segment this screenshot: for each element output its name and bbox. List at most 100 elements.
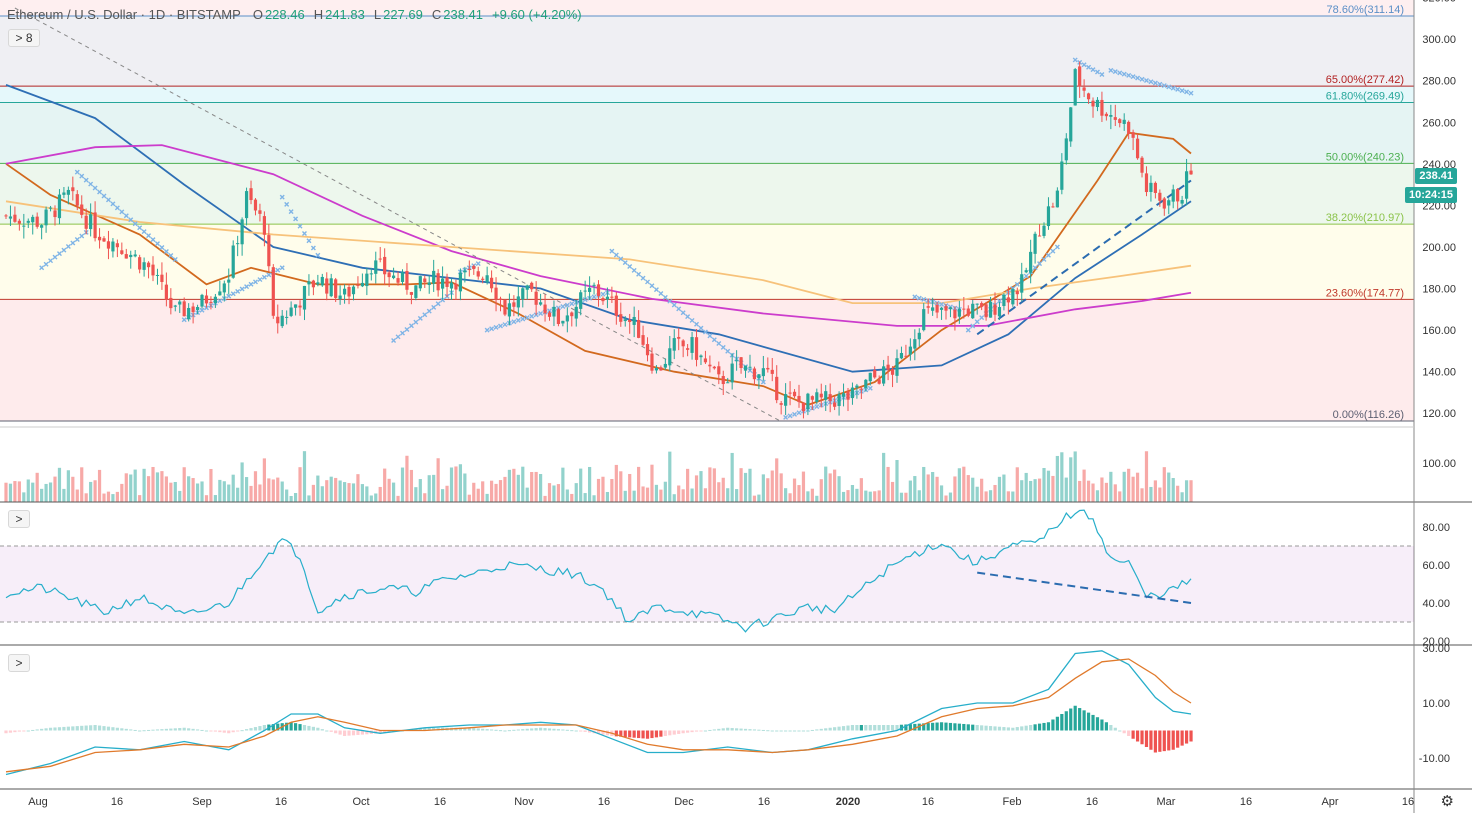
macd-histogram-bar — [931, 722, 935, 731]
macd-histogram-bar — [966, 724, 970, 731]
volume-bar — [316, 475, 320, 502]
candle-body — [694, 337, 699, 360]
sar-dot — [391, 337, 397, 343]
candle-body — [1104, 113, 1108, 117]
candle-body — [708, 364, 712, 367]
sar-dot — [426, 308, 432, 314]
macd-histogram-bar — [712, 729, 716, 731]
candle-body — [1171, 189, 1175, 202]
volume-bar — [356, 474, 360, 502]
macd-histogram-bar — [360, 730, 364, 735]
volume-bar — [1095, 490, 1100, 502]
volume-bar — [761, 474, 765, 502]
candle-body — [1046, 206, 1051, 227]
indicators-toggle-button[interactable]: > 8 — [8, 29, 40, 47]
sar-dot — [97, 189, 103, 195]
volume-bar — [146, 476, 151, 502]
candle-body — [244, 191, 249, 219]
candle-body — [931, 307, 935, 311]
macd-histogram-bar — [552, 728, 556, 731]
candle-body — [904, 355, 908, 357]
candle-body — [1086, 93, 1091, 100]
candle-body — [31, 216, 35, 223]
close-label: C — [431, 7, 442, 22]
sar-dot — [622, 260, 628, 266]
volume-bar — [454, 466, 458, 502]
volume-bar — [267, 478, 271, 502]
volume-bar — [155, 472, 160, 502]
volume-bar — [637, 466, 641, 502]
candle-body — [944, 306, 948, 311]
volume-bar — [784, 488, 788, 502]
volume-bar — [681, 489, 685, 502]
volume-bar — [244, 477, 249, 502]
sar-dot — [1170, 85, 1176, 91]
candle-body — [53, 210, 57, 218]
candle-body — [13, 214, 17, 222]
volume-bar — [320, 486, 324, 502]
candle-body — [1091, 100, 1095, 107]
candle-body — [253, 199, 258, 211]
sar-dot — [640, 275, 646, 281]
candle-body — [748, 366, 752, 368]
candle-body — [369, 273, 373, 275]
candle-body — [632, 316, 636, 325]
volume-bar — [726, 488, 730, 502]
candle-body — [1060, 161, 1064, 190]
sar-dot — [996, 298, 1002, 304]
volume-bar — [1153, 480, 1157, 502]
candle-body — [391, 275, 396, 279]
sar-dot — [168, 252, 174, 258]
candle-body — [561, 320, 565, 324]
price-axis-label: 140.00 — [1422, 367, 1456, 379]
time-axis-label: Mar — [1157, 796, 1176, 808]
sar-dot — [970, 323, 976, 329]
volume-bar — [610, 479, 614, 502]
candle-body — [258, 210, 262, 214]
volume-bar — [868, 491, 872, 502]
macd-histogram-bar — [534, 728, 538, 731]
macd-histogram-bar — [810, 729, 814, 731]
sar-dot — [1090, 67, 1096, 73]
sar-dot — [582, 297, 588, 303]
macd-histogram-bar — [588, 730, 592, 733]
symbol-title[interactable]: Ethereum / U.S. Dollar · 1D · BITSTAMP — [7, 7, 241, 22]
candle-body — [307, 281, 311, 285]
candle-body — [890, 368, 895, 375]
candle-body — [645, 344, 650, 356]
macd-histogram-bar — [561, 729, 565, 731]
macd-histogram-bar — [169, 728, 173, 731]
candle-body — [66, 189, 70, 195]
sar-dot — [417, 315, 423, 321]
candle-body — [801, 402, 806, 412]
volume-bar — [1184, 480, 1189, 502]
candle-body — [124, 254, 128, 259]
volume-bar — [347, 483, 351, 502]
rsi-pane-toggle-button[interactable]: > — [8, 510, 30, 528]
macd-histogram-bar — [476, 728, 480, 731]
candle-body — [409, 292, 414, 295]
volume-bar — [686, 468, 690, 502]
macd-histogram-bar — [503, 730, 507, 732]
sar-dot — [74, 236, 80, 242]
fib-zone — [0, 16, 1414, 87]
macd-pane-toggle-button[interactable]: > — [8, 654, 30, 672]
volume-bar — [8, 483, 13, 502]
macd-histogram-bar — [209, 730, 213, 732]
sar-dot — [1166, 84, 1172, 90]
candle-body — [271, 267, 275, 316]
macd-histogram-bar — [66, 726, 70, 731]
sar-dot — [618, 256, 624, 262]
candle-body — [222, 283, 226, 293]
volume-bar — [766, 478, 770, 502]
macd-histogram-bar — [868, 725, 872, 731]
settings-gear-icon[interactable]: ⚙ — [1440, 793, 1454, 810]
candle-body — [628, 319, 632, 323]
volume-bar — [111, 494, 115, 502]
macd-histogram-bar — [146, 729, 151, 731]
candle-body — [142, 262, 146, 270]
candle-body — [138, 257, 142, 270]
macd-histogram-bar — [213, 730, 217, 732]
candle-body — [1144, 173, 1149, 193]
